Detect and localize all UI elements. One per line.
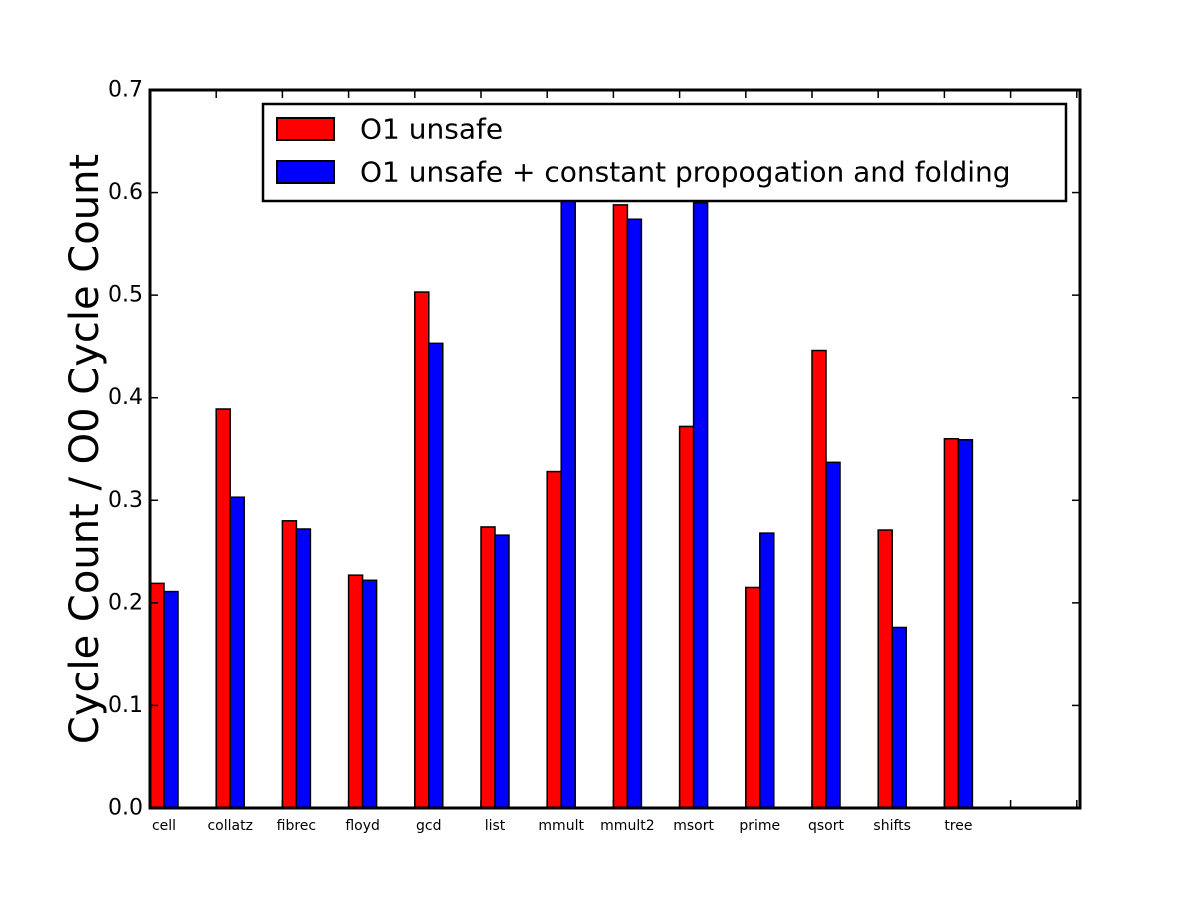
y-axis-label: Cycle Count / O0 Cycle Count — [62, 154, 108, 744]
x-category-label-prime: prime — [739, 818, 780, 834]
bar-tree-series-1 — [943, 437, 960, 809]
y-tick-label: 0.5 — [108, 283, 143, 308]
bar-qsort-series-1 — [811, 349, 827, 809]
y-tick-label: 0.6 — [108, 180, 143, 205]
bar-collatz-series-1 — [215, 408, 231, 809]
bar-mmult2-series-1 — [612, 204, 629, 809]
bar-fibrec-series-2 — [295, 528, 312, 809]
x-category-label-qsort: qsort — [808, 818, 845, 834]
x-category-label-list: list — [485, 818, 506, 834]
x-category-label-gcd: gcd — [416, 818, 441, 834]
legend-swatch-o1-unsafe — [276, 117, 335, 141]
bar-gcd-series-2 — [428, 342, 444, 809]
x-category-label-tree: tree — [944, 818, 972, 834]
bar-msort-series-1 — [678, 425, 695, 809]
bar-cell-series-1 — [149, 582, 165, 809]
x-category-label-collatz: collatz — [207, 818, 252, 834]
bar-mmult-series-1 — [546, 470, 562, 809]
bar-list-series-1 — [480, 526, 496, 809]
plot-frame — [148, 88, 1082, 810]
legend-label-constant-propagation: O1 unsafe + constant propogation and fol… — [360, 156, 1011, 189]
y-ticks-group: 0.0 0.1 0.2 0.3 0.4 0.5 0.6 0.7 — [108, 78, 1080, 821]
y-tick-label: 0.1 — [108, 693, 143, 718]
x-category-label-shifts: shifts — [873, 818, 911, 834]
bar-prime-series-1 — [745, 586, 761, 809]
bar-tree-series-2 — [957, 439, 974, 809]
x-category-label-fibrec: fibrec — [277, 818, 316, 834]
x-category-label-msort: msort — [673, 818, 714, 834]
bar-msort-series-2 — [692, 202, 709, 809]
legend-label-o1-unsafe: O1 unsafe — [360, 113, 503, 146]
bar-cell-series-2 — [163, 590, 179, 809]
y-tick-label: 0.2 — [108, 590, 143, 615]
y-tick-label: 0.7 — [108, 78, 143, 103]
bar-mmult2-series-2 — [626, 218, 643, 809]
y-tick-label: 0.4 — [108, 385, 143, 410]
x-category-label-mmult2: mmult2 — [600, 818, 654, 834]
bar-floyd-series-2 — [361, 579, 378, 809]
bars-group — [149, 200, 974, 809]
bar-qsort-series-2 — [825, 461, 841, 809]
x-category-label-cell: cell — [152, 818, 176, 834]
x-category-label-floyd: floyd — [345, 818, 380, 834]
legend-swatch-constant-propagation — [276, 160, 335, 184]
legend-frame — [261, 102, 1068, 203]
legend: O1 unsafe O1 unsafe + constant propogati… — [261, 102, 1068, 203]
bar-prime-series-2 — [759, 532, 775, 809]
bar-list-series-2 — [494, 534, 510, 809]
bar-mmult-series-2 — [560, 200, 576, 809]
y-tick-label: 0.3 — [108, 488, 143, 513]
bar-collatz-series-2 — [229, 496, 245, 809]
x-category-label-mmult: mmult — [538, 818, 584, 834]
bar-fibrec-series-1 — [281, 520, 298, 809]
bar-shifts-series-2 — [891, 626, 907, 809]
bar-shifts-series-1 — [877, 529, 893, 809]
bar-floyd-series-1 — [347, 574, 364, 809]
y-tick-label: 0.0 — [108, 796, 143, 821]
bar-gcd-series-1 — [414, 291, 430, 809]
